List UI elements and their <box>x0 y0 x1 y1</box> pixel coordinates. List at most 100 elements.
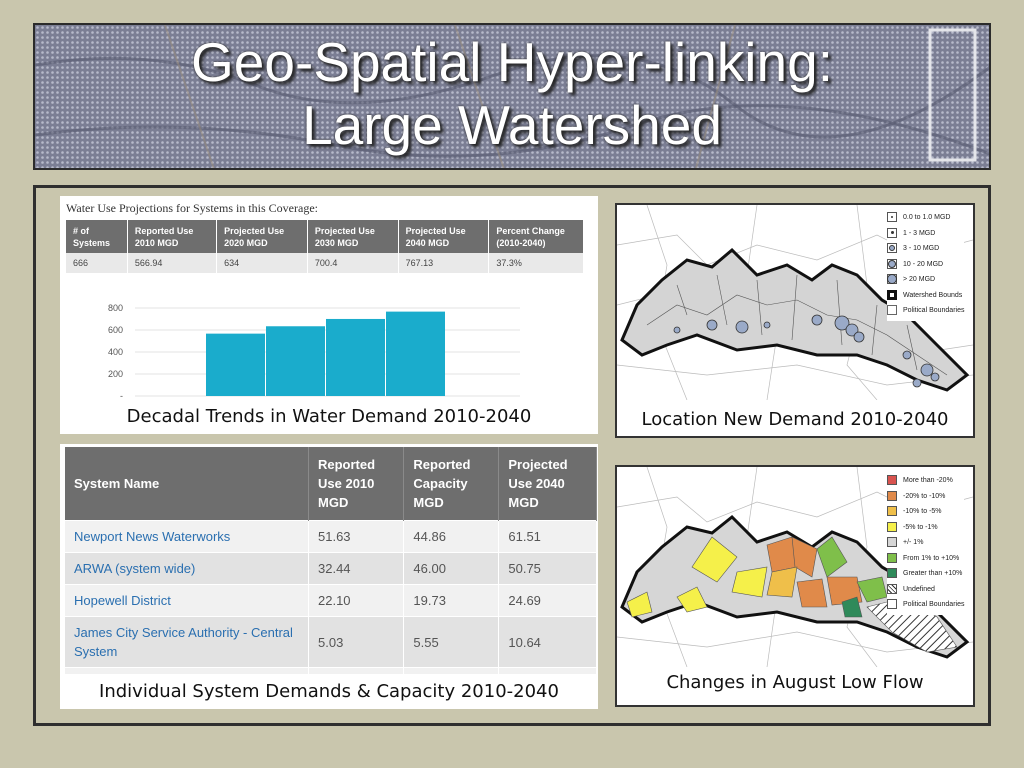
legend-label: 0.0 to 1.0 MGD <box>903 214 951 221</box>
systems-panel: System Name Reported Use 2010 MGD Report… <box>60 444 598 709</box>
water-use-header-row: # of Systems Reported Use 2010 MGD Proje… <box>66 220 584 253</box>
color-swatch-icon <box>887 490 897 501</box>
legend-item: -5% to -1% <box>887 521 964 538</box>
col-percent-change: Percent Change (2010-2040) <box>488 220 584 253</box>
system-link[interactable]: Hopewell District <box>65 584 309 617</box>
map-background-image <box>35 25 989 168</box>
color-swatch-icon <box>887 475 897 485</box>
legend-label: 10 - 20 MGD <box>903 260 944 268</box>
legend-label: Watershed Bounds <box>903 291 963 299</box>
col-projected-2030: Projected Use 2030 MGD <box>307 220 399 253</box>
legend-label: 1 - 3 MGD <box>903 229 936 237</box>
legend-label: More than -20% <box>903 477 953 484</box>
color-swatch-icon <box>887 583 897 594</box>
legend-item: 10 - 20 MGD <box>887 258 964 275</box>
color-swatch-icon <box>887 521 897 532</box>
content-frame <box>33 185 991 726</box>
y-tick-label: - <box>120 391 123 401</box>
legend-label: Greater than +10% <box>903 570 963 577</box>
table-row: Newport News Waterworks 51.63 44.86 61.5… <box>65 520 597 553</box>
table-row: Hopewell District 22.10 19.73 24.69 <box>65 584 597 617</box>
caption-systems: Individual System Demands & Capacity 201… <box>99 681 559 702</box>
legend-item: Political Boundaries <box>887 599 964 615</box>
systems-header-row: System Name Reported Use 2010 MGD Report… <box>65 447 597 521</box>
cell-value: 61.51 <box>498 520 597 553</box>
col-reported-capacity[interactable]: Reported Capacity MGD <box>403 447 500 521</box>
col-system-name[interactable]: System Name <box>65 447 309 521</box>
bold-box-icon <box>887 289 897 300</box>
cell-projected-2030: 700.4 <box>307 253 399 273</box>
lowflow-map-panel: More than -20% -20% to -10% -10% to -5% -5%… <box>615 465 975 707</box>
cell-value: 44.86 <box>403 520 500 553</box>
title-line-2: Large Watershed <box>302 94 722 156</box>
legend-label: Undefined <box>903 585 935 593</box>
caption-decadal: Decadal Trends in Water Demand 2010-2040 <box>126 406 532 427</box>
cell-projected-2040: 767.13 <box>398 253 490 273</box>
cell-reported-2010: 566.94 <box>127 253 218 273</box>
system-link[interactable]: James City Service Authority - Central S… <box>65 616 309 668</box>
color-swatch-icon <box>887 552 897 563</box>
col-num-systems: # of Systems <box>66 220 128 253</box>
legend-item: Political Boundaries <box>887 305 964 321</box>
cell-projected-2020: 634 <box>216 253 308 273</box>
col-projected-use-2040[interactable]: Projected Use 2040 MGD <box>498 447 597 521</box>
legend-item: 0.0 to 1.0 MGD <box>887 212 964 228</box>
water-use-heading: Water Use Projections for Systems in thi… <box>66 201 318 215</box>
legend-label: From 1% to +10% <box>903 554 960 562</box>
cell-value: 50.75 <box>498 552 597 585</box>
cell-value: 22.10 <box>308 584 405 617</box>
circle-large-icon <box>887 274 897 284</box>
cell-value: 24.69 <box>498 584 597 617</box>
col-projected-2040: Projected Use 2040 MGD <box>398 220 490 253</box>
demand-legend: 0.0 to 1.0 MGD 1 - 3 MGD 3 - 10 MGD 10 - 20… <box>887 212 965 321</box>
color-swatch-icon <box>887 537 897 547</box>
caption-location: Location New Demand 2010-2040 <box>641 409 949 430</box>
title-banner: Geo-Spatial Hyper-linking: Large Watersh… <box>33 23 991 170</box>
color-swatch-icon <box>887 599 897 609</box>
color-swatch-icon <box>887 506 897 516</box>
y-tick-label: 200 <box>108 369 123 379</box>
bar-2040[interactable] <box>386 311 445 396</box>
system-link[interactable]: ARWA (system wide) <box>65 552 309 585</box>
legend-label: -10% to -5% <box>903 508 942 515</box>
legend-item: Undefined <box>887 583 964 600</box>
legend-label: -20% to -10% <box>903 492 946 500</box>
col-reported-use-2010[interactable]: Reported Use 2010 MGD <box>308 447 405 521</box>
cell-value: 46.00 <box>403 552 500 585</box>
col-reported-2010: Reported Use 2010 MGD <box>127 220 218 253</box>
legend-item: Watershed Bounds <box>887 289 964 306</box>
caption-backdrop <box>60 674 598 709</box>
watershed-outline <box>620 247 970 392</box>
cell-value: 5.03 <box>308 616 405 668</box>
legend-label: +/- 1% <box>903 539 924 546</box>
color-swatch-icon <box>887 568 897 578</box>
cell-percent-change: 37.3% <box>488 253 584 273</box>
thin-box-icon <box>887 305 897 315</box>
legend-item: More than -20% <box>887 475 964 491</box>
cell-num-systems: 666 <box>66 253 128 273</box>
legend-item: 3 - 10 MGD <box>887 243 964 259</box>
lowflow-legend: More than -20% -20% to -10% -10% to -5% -5%… <box>887 475 965 615</box>
legend-label: > 20 MGD <box>903 276 936 283</box>
dot-medium-icon <box>887 227 897 238</box>
legend-item: From 1% to +10% <box>887 552 964 569</box>
demand-map-panel: 0.0 to 1.0 MGD 1 - 3 MGD 3 - 10 MGD 10 - 20… <box>615 203 975 438</box>
legend-label: -5% to -1% <box>903 523 938 531</box>
y-tick-label: 600 <box>108 325 123 335</box>
legend-item: > 20 MGD <box>887 274 964 290</box>
bar-2020[interactable] <box>266 326 325 396</box>
cell-value: 10.64 <box>498 616 597 668</box>
water-use-panel: Water Use Projections for Systems in thi… <box>60 196 598 434</box>
bar-2030[interactable] <box>326 318 385 396</box>
table-row: ARWA (system wide) 32.44 46.00 50.75 <box>65 552 597 585</box>
legend-item: Greater than +10% <box>887 568 964 584</box>
col-projected-2020: Projected Use 2020 MGD <box>216 220 308 253</box>
cell-value: 32.44 <box>308 552 405 585</box>
bar-2010[interactable] <box>206 333 265 396</box>
cell-value: 51.63 <box>308 520 405 553</box>
legend-item: 1 - 3 MGD <box>887 227 964 244</box>
circle-small-icon <box>887 243 897 253</box>
system-link[interactable]: Newport News Waterworks <box>65 520 309 553</box>
table-row: James City Service Authority - Central S… <box>65 616 597 668</box>
cell-value: 19.73 <box>403 584 500 617</box>
